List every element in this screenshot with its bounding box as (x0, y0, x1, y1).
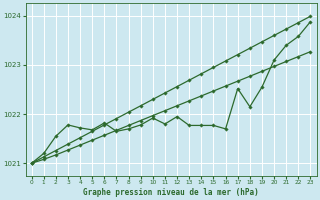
X-axis label: Graphe pression niveau de la mer (hPa): Graphe pression niveau de la mer (hPa) (83, 188, 259, 197)
